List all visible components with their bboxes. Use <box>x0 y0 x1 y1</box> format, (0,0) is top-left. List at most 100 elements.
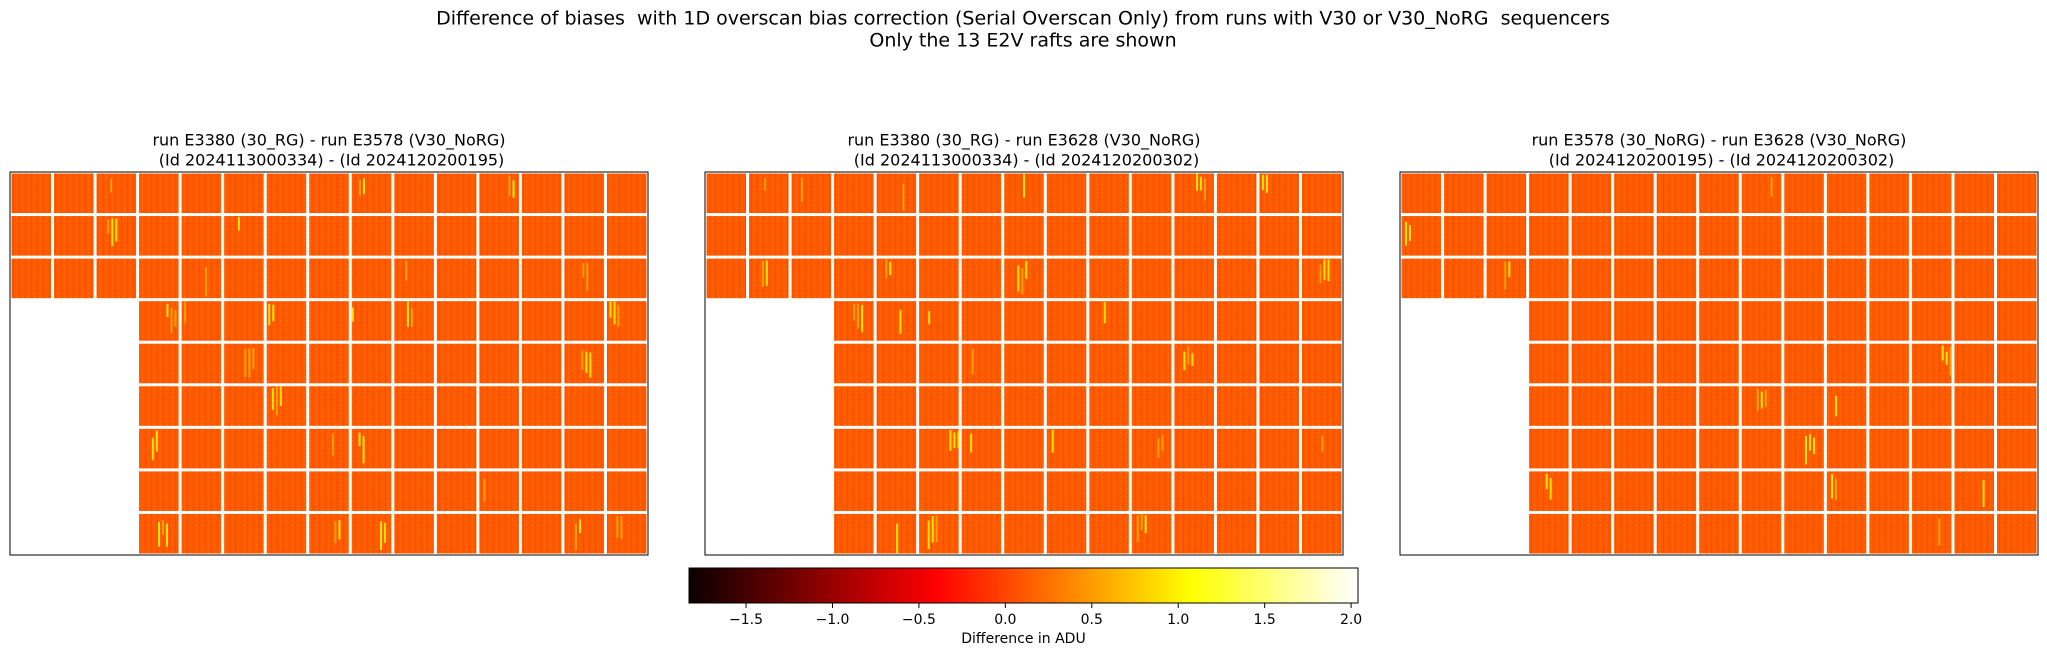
ccd-tile <box>1954 173 1994 214</box>
ccd-tile <box>1301 173 1342 214</box>
panel-title: run E3380 (30_RG) - run E3628 (V30_NoRG) <box>847 131 1200 151</box>
ccd-tile <box>1301 513 1342 554</box>
ccd-tile <box>1869 216 1909 256</box>
streak <box>405 260 408 281</box>
streak <box>1203 178 1206 201</box>
ccd-tile <box>1216 258 1257 299</box>
ccd-tile <box>1529 513 1569 554</box>
ccd-tile <box>606 216 647 256</box>
ccd-tile <box>1869 301 1909 341</box>
ccd-tile <box>1699 173 1739 214</box>
colorbar-tick-label: −1.0 <box>815 612 849 628</box>
ccd-tile <box>139 216 179 256</box>
ccd-tile <box>1529 173 1569 214</box>
streak <box>1508 261 1511 277</box>
ccd-tile <box>791 173 832 214</box>
ccd-tile <box>1089 513 1129 554</box>
ccd-tile <box>1869 173 1909 214</box>
ccd-tile <box>1614 343 1654 384</box>
ccd-tile <box>1571 343 1612 384</box>
ccd-tile <box>1614 216 1654 256</box>
ccd-tile <box>1216 471 1257 511</box>
ccd-tile <box>1996 428 2037 469</box>
ccd-tile <box>961 513 1002 554</box>
ccd-tile <box>961 301 1002 341</box>
panel-title: run E3578 (30_NoRG) - run E3628 (V30_NoR… <box>1532 131 1907 151</box>
ccd-tile <box>1954 258 1994 299</box>
streak <box>889 261 892 276</box>
ccd-tile <box>1004 428 1044 469</box>
ccd-tile <box>139 471 179 511</box>
ccd-tile <box>876 343 917 384</box>
streak <box>358 180 361 196</box>
ccd-tile <box>1911 216 1952 256</box>
ccd-tile <box>1571 471 1612 511</box>
ccd-tile <box>224 513 264 554</box>
ccd-tile <box>1784 471 1824 511</box>
ccd-tile <box>1826 428 1867 469</box>
ccd-tile <box>1784 428 1824 469</box>
ccd-tile <box>266 173 307 214</box>
ccd-tile <box>521 301 562 341</box>
ccd-tile <box>224 301 264 341</box>
ccd-tile <box>706 258 747 299</box>
streak <box>1764 389 1767 408</box>
ccd-tile <box>521 258 562 299</box>
streak <box>151 437 154 461</box>
ccd-tile <box>54 216 94 256</box>
streak <box>205 267 208 297</box>
ccd-tile <box>1089 471 1129 511</box>
ccd-tile <box>1259 258 1299 299</box>
ccd-tile <box>1571 386 1612 426</box>
streak <box>1021 268 1024 295</box>
ccd-tile <box>706 216 747 256</box>
ccd-tile <box>139 301 179 341</box>
ccd-tile <box>1216 513 1257 554</box>
streak <box>1323 259 1326 280</box>
streak <box>1327 259 1330 282</box>
ccd-tile <box>919 513 959 554</box>
streak <box>1549 477 1552 500</box>
colorbar-tick-label: 0.0 <box>994 612 1016 628</box>
ccd-tile <box>749 258 789 299</box>
ccd-tile <box>1996 173 2037 214</box>
streak <box>379 521 382 550</box>
ccd-tile <box>96 258 137 299</box>
ccd-tile <box>1174 471 1214 511</box>
ccd-tile <box>224 216 264 256</box>
ccd-tile <box>266 343 307 384</box>
streak <box>1144 515 1147 534</box>
ccd-tile <box>1259 428 1299 469</box>
streak <box>1017 265 1020 292</box>
panel-frame <box>1399 171 2039 556</box>
ccd-tile <box>436 301 477 341</box>
ccd-tile <box>309 258 349 299</box>
colorbar-tick-label: 0.5 <box>1081 612 1103 628</box>
ccd-tile <box>1216 216 1257 256</box>
streak <box>902 183 905 211</box>
ccd-tile <box>834 513 874 554</box>
ccd-tile <box>1784 258 1824 299</box>
ccd-tile <box>1656 386 1697 426</box>
ccd-tile <box>1954 471 1994 511</box>
ccd-tile <box>1174 343 1214 384</box>
streak <box>334 521 337 544</box>
ccd-tile <box>436 513 477 554</box>
streak <box>935 515 938 543</box>
ccd-tile <box>521 513 562 554</box>
ccd-tile <box>564 428 604 469</box>
ccd-tile <box>1656 258 1697 299</box>
ccd-tile <box>1614 471 1654 511</box>
ccd-tile <box>139 258 179 299</box>
streak <box>953 432 956 448</box>
ccd-tile <box>1089 343 1129 384</box>
streak <box>1409 225 1412 241</box>
ccd-tile <box>1699 258 1739 299</box>
ccd-tile <box>961 173 1002 214</box>
ccd-tile <box>1741 301 1782 341</box>
ccd-tile <box>1996 216 2037 256</box>
ccd-tile <box>1046 386 1087 426</box>
panel-title: (Id 2024113000334) - (Id 2024120200195) <box>154 151 505 170</box>
streak <box>110 178 113 193</box>
ccd-tile <box>309 343 349 384</box>
